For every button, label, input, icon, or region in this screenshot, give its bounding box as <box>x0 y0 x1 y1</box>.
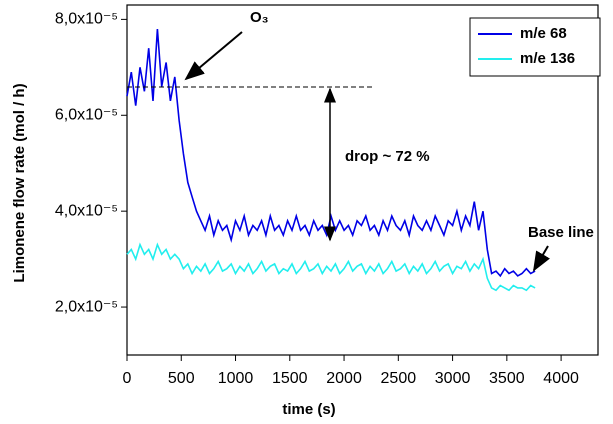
x-tick-label: 1000 <box>218 370 254 387</box>
x-tick-label: 3000 <box>435 370 471 387</box>
x-tick-label: 1500 <box>272 370 308 387</box>
x-tick-label: 0 <box>123 370 132 387</box>
y-axis-label: Limonene flow rate (mol / h) <box>11 83 28 282</box>
x-axis-label: time (s) <box>282 401 335 418</box>
series-line <box>126 28 536 278</box>
x-tick-label: 2000 <box>326 370 362 387</box>
arrow <box>184 31 243 81</box>
legend-label: m/e 68 <box>520 25 567 42</box>
arrow <box>532 245 550 272</box>
annotation: O₃ <box>250 9 269 26</box>
plot-frame <box>126 4 599 356</box>
y-tick-label: 2,0x10⁻⁵ <box>55 298 118 315</box>
x-tick-label: 3500 <box>489 370 525 387</box>
y-tick-label: 8,0x10⁻⁵ <box>55 11 118 28</box>
annotation: drop ~ 72 % <box>345 148 430 165</box>
legend-box <box>469 17 601 77</box>
x-tick-label: 500 <box>168 370 195 387</box>
annotation: Base line <box>528 224 594 241</box>
x-tick-label: 2500 <box>381 370 417 387</box>
y-tick-label: 6,0x10⁻⁵ <box>55 106 118 123</box>
y-tick-label: 4,0x10⁻⁵ <box>55 202 118 219</box>
legend-label: m/e 136 <box>520 50 575 67</box>
x-tick-label: 4000 <box>543 370 579 387</box>
series-line <box>126 242 536 292</box>
